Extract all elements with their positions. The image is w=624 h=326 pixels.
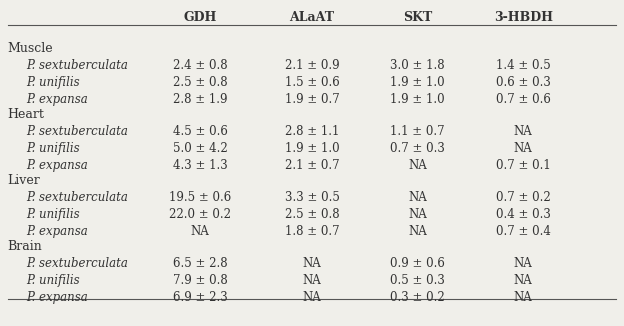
Text: NA: NA [514,290,533,304]
Text: 0.7 ± 0.3: 0.7 ± 0.3 [390,142,445,155]
Text: 2.8 ± 1.1: 2.8 ± 1.1 [285,125,339,138]
Text: P. sextuberculata: P. sextuberculata [26,191,128,204]
Text: ALaAT: ALaAT [290,11,334,24]
Text: 0.3 ± 0.2: 0.3 ± 0.2 [390,290,445,304]
Text: 0.4 ± 0.3: 0.4 ± 0.3 [496,208,550,221]
Text: 2.1 ± 0.7: 2.1 ± 0.7 [285,159,339,172]
Text: 2.8 ± 1.9: 2.8 ± 1.9 [173,93,227,106]
Text: 22.0 ± 0.2: 22.0 ± 0.2 [169,208,231,221]
Text: 1.9 ± 0.7: 1.9 ± 0.7 [285,93,339,106]
Text: P. expansa: P. expansa [26,93,88,106]
Text: 2.4 ± 0.8: 2.4 ± 0.8 [173,59,228,72]
Text: NA: NA [514,125,533,138]
Text: 0.7 ± 0.6: 0.7 ± 0.6 [496,93,550,106]
Text: P. unifilis: P. unifilis [26,208,80,221]
Text: 1.1 ± 0.7: 1.1 ± 0.7 [390,125,445,138]
Text: 4.5 ± 0.6: 4.5 ± 0.6 [173,125,228,138]
Text: 7.9 ± 0.8: 7.9 ± 0.8 [173,274,228,287]
Text: 6.9 ± 2.3: 6.9 ± 2.3 [173,290,228,304]
Text: 4.3 ± 1.3: 4.3 ± 1.3 [173,159,228,172]
Text: 0.5 ± 0.3: 0.5 ± 0.3 [390,274,445,287]
Text: NA: NA [408,225,427,238]
Text: Liver: Liver [7,174,41,187]
Text: P. expansa: P. expansa [26,225,88,238]
Text: 1.9 ± 1.0: 1.9 ± 1.0 [390,76,445,89]
Text: 1.5 ± 0.6: 1.5 ± 0.6 [285,76,339,89]
Text: NA: NA [408,208,427,221]
Text: NA: NA [514,274,533,287]
Text: 1.9 ± 1.0: 1.9 ± 1.0 [390,93,445,106]
Text: P. expansa: P. expansa [26,159,88,172]
Text: NA: NA [303,257,321,270]
Text: 0.7 ± 0.4: 0.7 ± 0.4 [496,225,550,238]
Text: NA: NA [191,225,210,238]
Text: SKT: SKT [403,11,432,24]
Text: 0.6 ± 0.3: 0.6 ± 0.3 [496,76,550,89]
Text: P. sextuberculata: P. sextuberculata [26,59,128,72]
Text: 3.3 ± 0.5: 3.3 ± 0.5 [285,191,339,204]
Text: GDH: GDH [183,11,217,24]
Text: P. sextuberculata: P. sextuberculata [26,257,128,270]
Text: P. sextuberculata: P. sextuberculata [26,125,128,138]
Text: NA: NA [408,191,427,204]
Text: 2.5 ± 0.8: 2.5 ± 0.8 [173,76,228,89]
Text: P. unifilis: P. unifilis [26,142,80,155]
Text: 1.8 ± 0.7: 1.8 ± 0.7 [285,225,339,238]
Text: 3-HBDH: 3-HBDH [494,11,553,24]
Text: P. unifilis: P. unifilis [26,76,80,89]
Text: 0.9 ± 0.6: 0.9 ± 0.6 [390,257,445,270]
Text: 2.1 ± 0.9: 2.1 ± 0.9 [285,59,339,72]
Text: 19.5 ± 0.6: 19.5 ± 0.6 [169,191,232,204]
Text: P. expansa: P. expansa [26,290,88,304]
Text: NA: NA [303,290,321,304]
Text: NA: NA [303,274,321,287]
Text: NA: NA [514,257,533,270]
Text: Muscle: Muscle [7,42,53,55]
Text: 1.4 ± 0.5: 1.4 ± 0.5 [496,59,550,72]
Text: 2.5 ± 0.8: 2.5 ± 0.8 [285,208,339,221]
Text: 3.0 ± 1.8: 3.0 ± 1.8 [390,59,445,72]
Text: 0.7 ± 0.1: 0.7 ± 0.1 [496,159,550,172]
Text: 0.7 ± 0.2: 0.7 ± 0.2 [496,191,550,204]
Text: Brain: Brain [7,240,42,253]
Text: Heart: Heart [7,108,44,121]
Text: P. unifilis: P. unifilis [26,274,80,287]
Text: NA: NA [514,142,533,155]
Text: NA: NA [408,159,427,172]
Text: 6.5 ± 2.8: 6.5 ± 2.8 [173,257,228,270]
Text: 1.9 ± 1.0: 1.9 ± 1.0 [285,142,339,155]
Text: 5.0 ± 4.2: 5.0 ± 4.2 [173,142,228,155]
